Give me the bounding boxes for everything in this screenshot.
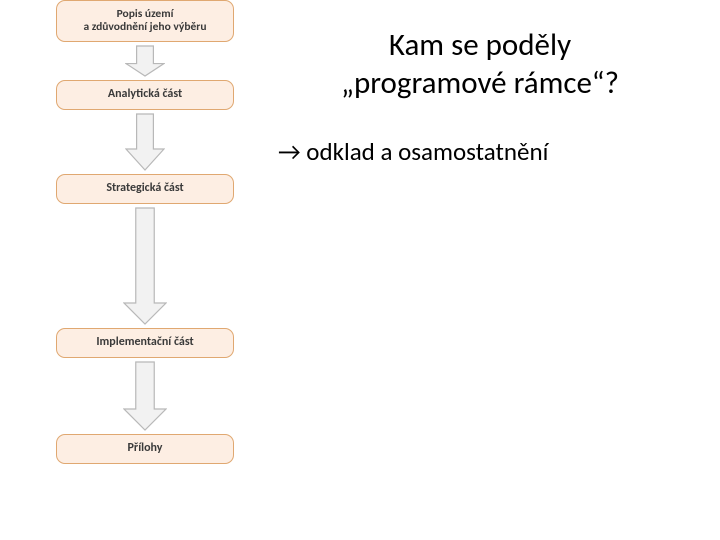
arrow-down-icon [125, 113, 165, 171]
flow-node-n1: Popis území a zdůvodnění jeho výběru [56, 0, 234, 42]
flow-node-n3: Strategická část [56, 174, 234, 204]
flow-arrow [123, 207, 167, 325]
flow-node-n5: Přílohy [56, 434, 234, 464]
arrow-down-icon [125, 45, 165, 77]
flowchart-column: Popis území a zdůvodnění jeho výběru Ana… [50, 0, 240, 464]
title-line1: Kam se poděly [389, 26, 571, 64]
flow-node-n2: Analytická část [56, 80, 234, 110]
flow-arrow [125, 113, 165, 171]
text-area: Kam se poděly „programové rámce“? → odkl… [260, 26, 700, 167]
arrow-down-icon [123, 361, 167, 431]
slide-title: Kam se poděly „programové rámce“? [260, 26, 700, 102]
flow-arrow [125, 45, 165, 77]
flow-node-n4: Implementační část [56, 328, 234, 358]
slide-subtitle: → odklad a osamostatnění [260, 136, 700, 167]
title-line2: „programové rámce“? [341, 64, 619, 102]
arrow-down-icon [123, 207, 167, 325]
flow-arrow [123, 361, 167, 431]
